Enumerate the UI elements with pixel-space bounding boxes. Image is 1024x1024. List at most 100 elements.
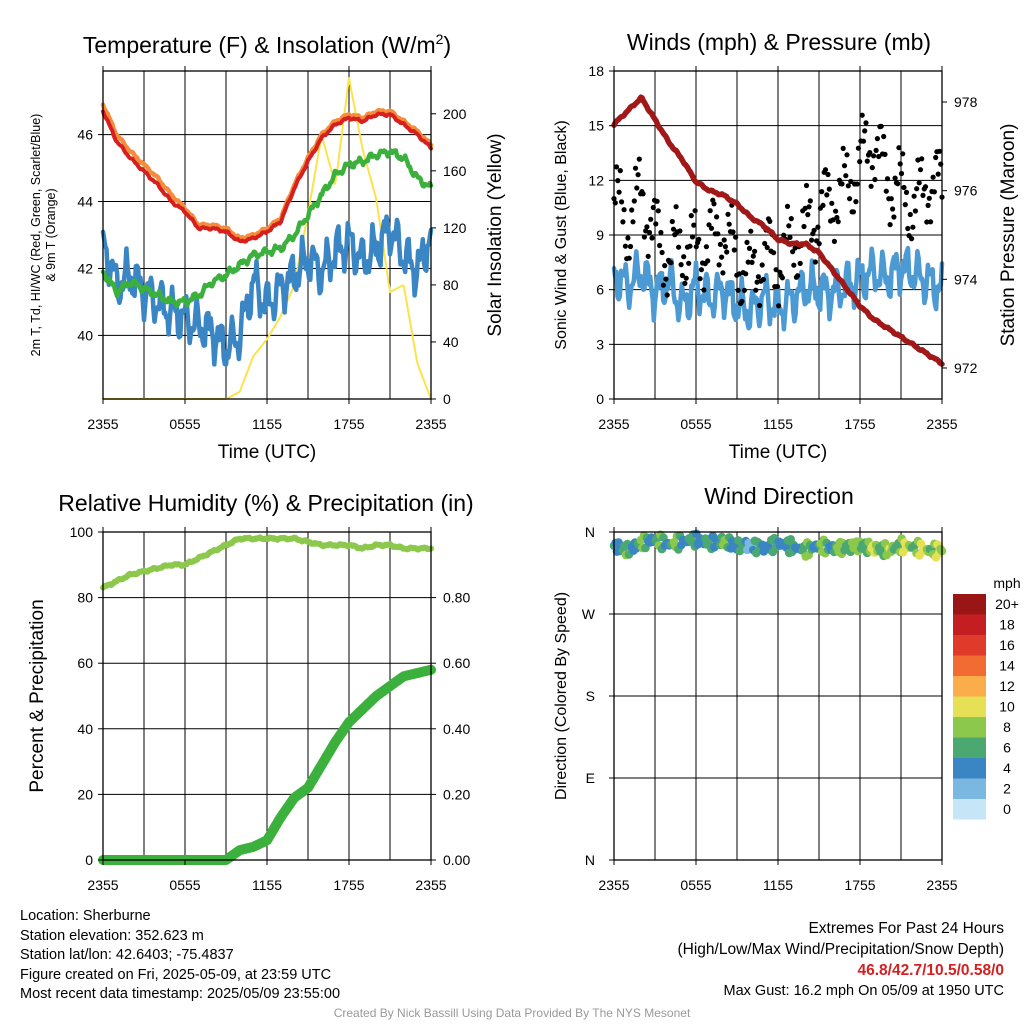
gust-point — [673, 204, 679, 210]
station-info: Location: Sherburne Station elevation: 3… — [20, 907, 340, 1005]
gust-point — [644, 224, 650, 230]
y-tick-label: 15 — [588, 118, 604, 134]
gust-point — [803, 182, 810, 189]
gust-point — [681, 254, 687, 260]
x-tick-label: 1155 — [252, 416, 282, 432]
gust-point — [878, 123, 884, 129]
gust-point — [660, 282, 667, 288]
direction-ylabel: Direction (Colored By Speed) — [553, 592, 570, 800]
gust-point — [629, 207, 635, 213]
gust-point — [914, 186, 920, 192]
gust-point — [767, 218, 773, 224]
gust-point — [746, 245, 753, 251]
legend-swatch — [953, 717, 986, 738]
gust-point — [701, 287, 707, 293]
gust-point — [715, 231, 721, 237]
x-tick-label: 2355 — [926, 416, 957, 432]
gust-point — [698, 267, 705, 273]
gust-point — [730, 229, 736, 235]
x-tick-label: 0555 — [169, 877, 200, 893]
winds-panel-title: Winds (mph) & Pressure (mb) — [627, 29, 931, 55]
gust-point — [724, 249, 730, 255]
gust-point — [683, 275, 689, 281]
gust-point — [922, 184, 929, 190]
gust-point — [833, 208, 839, 214]
gust-point — [645, 253, 651, 259]
gust-point — [807, 198, 813, 204]
gust-point — [854, 181, 860, 187]
y2-tick-label: 200 — [443, 106, 467, 122]
y2-tick-label: 80 — [443, 277, 459, 293]
pressure-ylabel: Station Pressure (Maroon) — [998, 124, 1019, 347]
gust-point — [830, 217, 836, 223]
gust-point — [797, 260, 803, 266]
credit-line: Created By Nick Bassill Using Data Provi… — [333, 1006, 691, 1020]
station-location: Location: Sherburne — [20, 908, 151, 924]
gust-point — [791, 262, 797, 268]
gust-point — [708, 225, 715, 231]
legend-label: 6 — [1003, 740, 1011, 756]
gust-point — [689, 234, 696, 240]
gust-point — [658, 229, 664, 236]
gust-point — [924, 219, 930, 225]
temperature-panel: Temperature (F) & Insolation (W/m2) 2355… — [29, 31, 506, 463]
gust-point — [829, 200, 835, 206]
gust-point — [855, 145, 862, 151]
legend-label: 0 — [1003, 801, 1011, 817]
legend-swatch — [953, 758, 986, 779]
y2-tick-label: 0.20 — [443, 786, 470, 802]
legend-label: 20+ — [995, 596, 1019, 612]
gust-point — [620, 219, 626, 225]
gust-point — [859, 112, 865, 118]
gust-point — [784, 203, 791, 209]
humidity-panel: Relative Humidity (%) & Precipitation (i… — [27, 490, 474, 893]
humidity-ylabel: Percent & Precipitation — [27, 599, 48, 792]
winds-ylabel: Sonic Wind & Gust (Blue, Black) — [553, 120, 570, 349]
dewpoint-line — [100, 148, 434, 309]
gust-point — [864, 158, 870, 164]
gust-point — [916, 180, 922, 186]
gust-point — [693, 244, 699, 250]
gust-point — [640, 191, 646, 197]
legend-swatch — [953, 799, 986, 820]
gust-point — [679, 272, 686, 279]
gust-point — [649, 235, 655, 241]
gust-point — [707, 208, 713, 214]
gust-point — [711, 201, 717, 207]
gust-point — [759, 262, 765, 268]
gust-point — [874, 136, 881, 142]
gust-point — [887, 222, 893, 228]
direction-gridlines — [614, 532, 942, 860]
x-tick-label: 0555 — [169, 416, 200, 432]
gust-point — [678, 262, 684, 268]
gust-point — [749, 259, 755, 265]
legend-swatch — [953, 594, 986, 615]
gust-point — [714, 214, 720, 220]
gust-point — [627, 243, 634, 250]
y2-tick-label: 0.60 — [443, 655, 470, 671]
gust-point — [669, 218, 675, 225]
gust-point — [909, 236, 915, 242]
gust-point — [882, 151, 888, 157]
legend-swatch — [953, 635, 986, 656]
gust-point — [626, 255, 632, 261]
humidity-tick-labels: 2355 0555 1155 1755 2355 0 20 40 60 80 100 0.00 0.20… — [70, 524, 471, 893]
gust-point — [872, 176, 878, 183]
gust-point — [613, 164, 620, 170]
gust-point — [779, 275, 786, 281]
extremes-info: Extremes For Past 24 Hours (High/Low/Max… — [678, 918, 1005, 1002]
gust-point — [776, 303, 782, 309]
gust-point — [840, 145, 846, 151]
relative-humidity-line — [100, 534, 434, 591]
gust-point — [773, 267, 779, 273]
gust-point — [719, 254, 725, 260]
gust-point — [744, 239, 750, 245]
gust-point — [717, 241, 724, 247]
y2-tick-label: 0.40 — [443, 721, 470, 737]
gust-point — [676, 244, 682, 250]
gust-point — [670, 226, 677, 232]
gust-point — [621, 207, 627, 213]
x-tick-label: 1155 — [763, 877, 793, 893]
gust-point — [825, 171, 831, 178]
